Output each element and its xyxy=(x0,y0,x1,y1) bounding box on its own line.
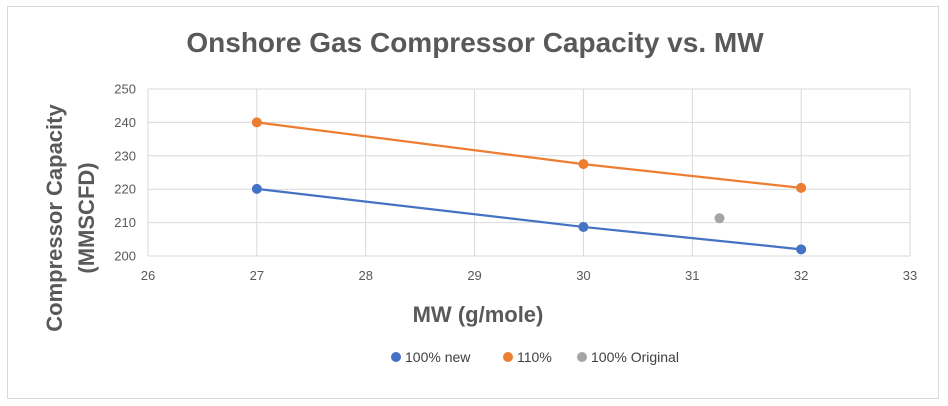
legend-label-110: 110% xyxy=(517,349,552,365)
y-tick-label: 250 xyxy=(114,82,136,97)
x-tick-label: 33 xyxy=(903,268,917,283)
y-tick-label: 240 xyxy=(114,115,136,130)
y-tick-label: 220 xyxy=(114,182,136,197)
y-tick-label: 210 xyxy=(114,215,136,230)
chart-frame xyxy=(7,6,939,399)
data-point-100-new xyxy=(796,244,807,255)
legend-label-100-new: 100% new xyxy=(405,349,471,365)
y-axis-title-line2: (MMSCFD) xyxy=(74,162,99,273)
series-layer xyxy=(251,117,807,255)
legend-marker-100-new xyxy=(391,352,401,362)
x-tick-labels: 26 27 28 29 30 31 32 33 xyxy=(141,268,917,283)
x-tick-label: 31 xyxy=(685,268,699,283)
y-tick-label: 200 xyxy=(114,249,136,264)
chart-title: Onshore Gas Compressor Capacity vs. MW xyxy=(186,27,764,58)
y-tick-labels: 200 210 220 230 240 250 xyxy=(114,82,136,264)
y-axis-title-line1: Compressor Capacity xyxy=(42,104,67,332)
x-tick-label: 26 xyxy=(141,268,155,283)
x-tick-label: 29 xyxy=(467,268,481,283)
grid xyxy=(147,88,911,257)
x-tick-label: 32 xyxy=(794,268,808,283)
legend-marker-100-original xyxy=(577,352,587,362)
data-point-110 xyxy=(251,117,262,128)
legend-label-100-original: 100% Original xyxy=(591,349,679,365)
data-point-110 xyxy=(578,159,589,170)
series-line-110 xyxy=(256,121,802,189)
x-tick-label: 28 xyxy=(358,268,372,283)
data-point-110 xyxy=(796,182,807,193)
legend-marker-110 xyxy=(503,352,513,362)
data-point-100-new xyxy=(578,221,589,232)
y-tick-label: 230 xyxy=(114,148,136,163)
legend: 100% new 110% 100% Original xyxy=(391,349,679,365)
data-point-100-new xyxy=(251,183,262,194)
x-tick-label: 30 xyxy=(576,268,590,283)
x-axis-title: MW (g/mole) xyxy=(413,302,544,327)
x-tick-label: 27 xyxy=(250,268,264,283)
data-point-100-original xyxy=(714,213,725,224)
